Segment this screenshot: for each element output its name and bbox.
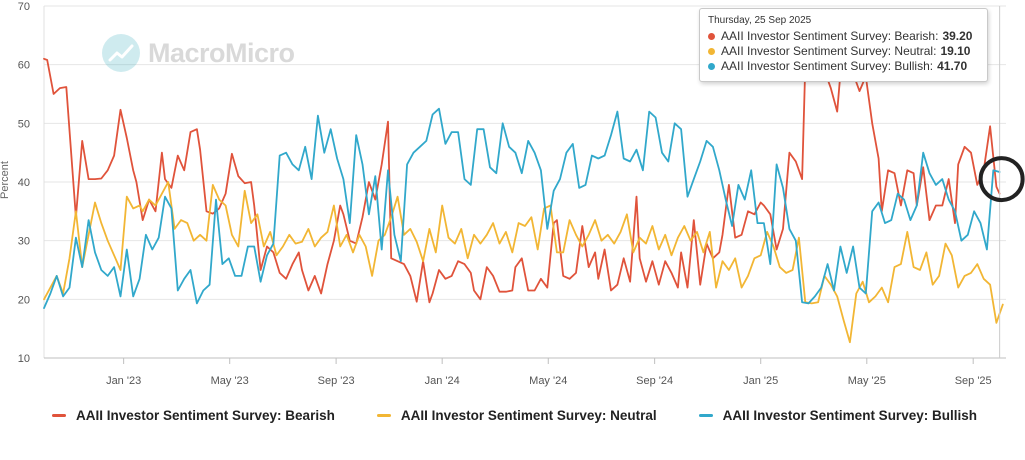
- legend-label: AAII Investor Sentiment Survey: Bullish: [722, 408, 977, 423]
- chart-legend: AAII Investor Sentiment Survey: Bearish …: [52, 408, 977, 423]
- hover-tooltip: Thursday, 25 Sep 2025 AAII Investor Sent…: [699, 8, 988, 82]
- bullish-dot-icon: [708, 63, 715, 70]
- x-tick-label: Sep '24: [636, 375, 673, 387]
- x-tick-label: Jan '25: [743, 375, 778, 387]
- y-tick-label: 40: [18, 177, 30, 189]
- tooltip-label: AAII Investor Sentiment Survey: Bullish:: [721, 59, 934, 73]
- y-tick-label: 60: [18, 60, 30, 72]
- x-tick-label: May '23: [211, 375, 249, 387]
- tooltip-value: 39.20: [942, 29, 973, 43]
- y-tick-label: 50: [18, 118, 30, 130]
- tooltip-row-bearish: AAII Investor Sentiment Survey: Bearish:…: [708, 29, 979, 44]
- legend-swatch-icon: [698, 414, 713, 417]
- highlight-marker: [978, 6, 1025, 358]
- tooltip-label: AAII Investor Sentiment Survey: Bearish:: [721, 29, 939, 43]
- legend-label: AAII Investor Sentiment Survey: Bearish: [76, 408, 335, 423]
- brand-name: MacroMicro: [148, 37, 295, 68]
- neutral-dot-icon: [708, 48, 715, 55]
- tooltip-row-bullish: AAII Investor Sentiment Survey: Bullish:…: [708, 59, 979, 74]
- x-tick-label: Sep '23: [318, 375, 355, 387]
- bearish-dot-icon: [708, 33, 715, 40]
- x-tick-label: Sep '25: [955, 375, 992, 387]
- legend-swatch-icon: [376, 414, 391, 417]
- highlight-circle: [978, 156, 1025, 203]
- legend-item-bearish[interactable]: AAII Investor Sentiment Survey: Bearish: [52, 408, 335, 423]
- tooltip-row-neutral: AAII Investor Sentiment Survey: Neutral:…: [708, 44, 979, 59]
- legend-item-bullish[interactable]: AAII Investor Sentiment Survey: Bullish: [698, 408, 977, 423]
- tooltip-value: 19.10: [940, 44, 971, 58]
- y-tick-label: 20: [18, 294, 30, 306]
- brand-chart-glyph-icon: [108, 44, 134, 62]
- y-tick-label: 30: [18, 236, 30, 248]
- series-line-bullish: [43, 107, 1001, 310]
- y-tick-label: 70: [18, 1, 30, 13]
- x-tick-label: Jan '24: [425, 375, 460, 387]
- x-tick-label: May '25: [848, 375, 886, 387]
- tooltip-label: AAII Investor Sentiment Survey: Neutral:: [721, 44, 937, 58]
- legend-swatch-icon: [52, 414, 66, 417]
- tooltip-value: 41.70: [937, 59, 968, 73]
- legend-label: AAII Investor Sentiment Survey: Neutral: [400, 408, 657, 423]
- brand-watermark: MacroMicro: [102, 34, 295, 72]
- x-tick-label: Jan '23: [106, 375, 141, 387]
- axes: 10 20 30 40 50 60 70 Jan '23 May '23 Sep '23 Jan '…: [18, 1, 992, 387]
- legend-item-neutral[interactable]: AAII Investor Sentiment Survey: Neutral: [376, 408, 657, 423]
- x-tick-label: May '24: [529, 375, 567, 387]
- tooltip-date: Thursday, 25 Sep 2025: [708, 15, 812, 26]
- y-axis-label: Percent: [0, 161, 11, 199]
- brand-logo-icon: [102, 34, 140, 72]
- series-line-neutral: [43, 181, 1004, 344]
- y-tick-label: 10: [18, 353, 30, 365]
